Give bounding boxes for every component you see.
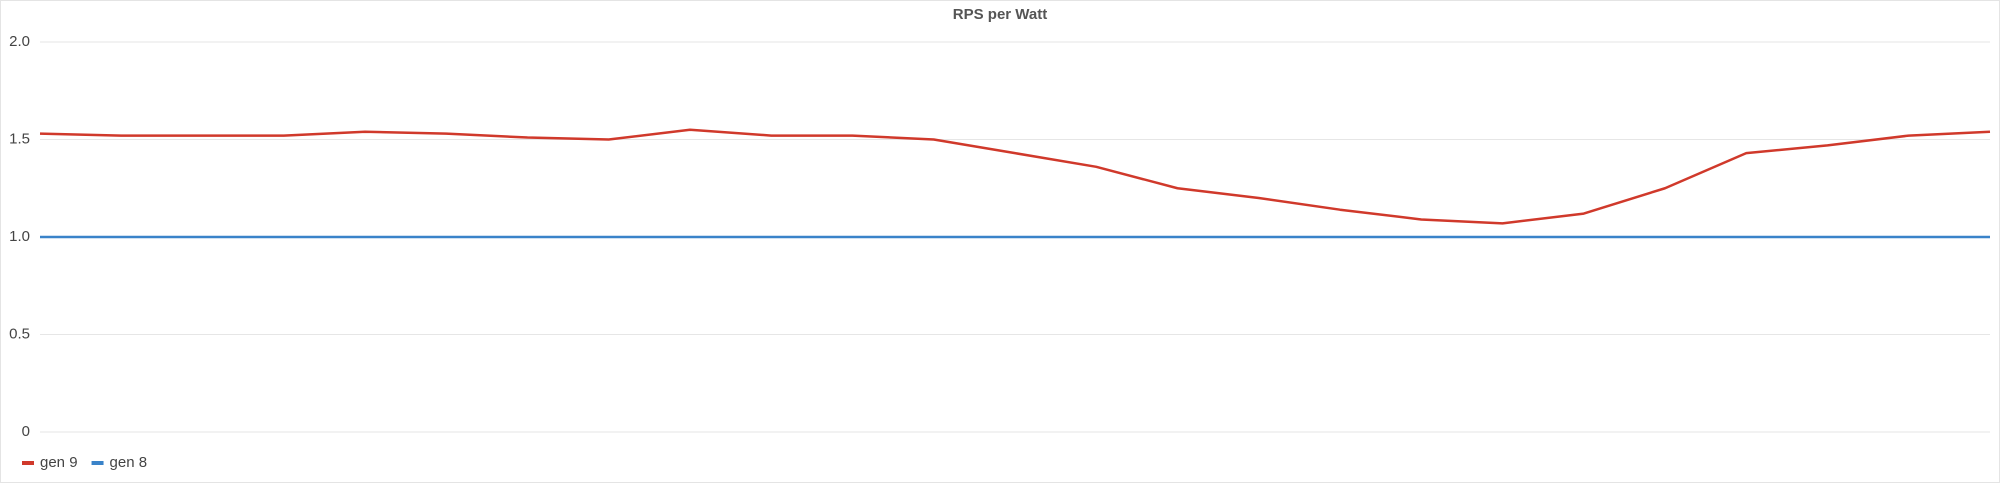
legend-label: gen 8 [110,454,148,471]
y-tick-label: 1.5 [9,130,30,147]
y-tick-label: 0.5 [9,325,30,342]
y-tick-label: 1.0 [9,228,30,245]
y-tick-label: 2.0 [9,33,30,50]
series-line [39,128,1991,225]
y-tick-label: 0 [22,423,30,440]
chart-title: RPS per Watt [953,6,1047,23]
legend-label: gen 9 [40,454,78,471]
